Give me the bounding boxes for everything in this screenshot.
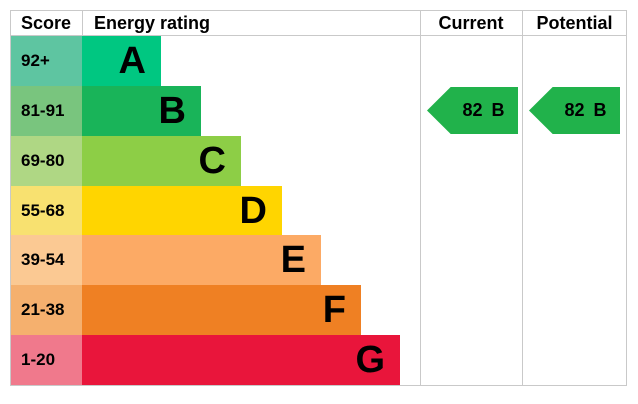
score-header-divider [82,10,83,36]
score-range-cell-d: 55-68 [10,185,82,236]
score-range-cell-a: 92+ [10,36,82,86]
band-bar-b: B [82,85,201,136]
table-border-top [10,10,627,11]
band-row-c: 69-80 C [10,135,627,186]
score-range-cell-b: 81-91 [10,85,82,136]
current-column-divider [420,10,421,386]
band-row-g: 1-20 G [10,335,627,386]
table-border-left [10,10,11,386]
current-rating-band: B [491,100,505,120]
potential-rating-band: B [593,100,607,120]
table-border-right [626,10,627,386]
band-bar-d: D [82,185,282,236]
header-bottom-border [10,35,627,36]
potential-column-header: Potential [536,12,613,33]
score-column-header: Score [20,12,72,33]
band-row-f: 21-38 F [10,285,627,336]
band-bar-f: F [82,285,361,336]
band-row-d: 55-68 D [10,185,627,236]
band-bar-g: G [82,335,400,386]
potential-rating-score: 82 [564,100,585,120]
score-range-cell-g: 1-20 [10,335,82,386]
band-row-b: 81-91 B [10,85,627,136]
current-rating-score: 82 [462,100,483,120]
band-bar-a: A [82,36,161,86]
score-range-cell-e: 39-54 [10,235,82,286]
score-range-cell-f: 21-38 [10,285,82,336]
table-border-bottom [10,385,627,386]
band-bar-e: E [82,235,321,286]
band-rows: 92+ A 81-91 B 69-80 C 55-68 D 39-54 E 21… [10,36,627,386]
energy-rating-column-header: Energy rating [94,12,211,33]
band-bar-c: C [82,135,241,186]
band-row-e: 39-54 E [10,235,627,286]
potential-column-divider [522,10,523,386]
score-range-cell-c: 69-80 [10,135,82,186]
band-row-a: 92+ A [10,36,627,86]
current-column-header: Current [438,12,504,33]
